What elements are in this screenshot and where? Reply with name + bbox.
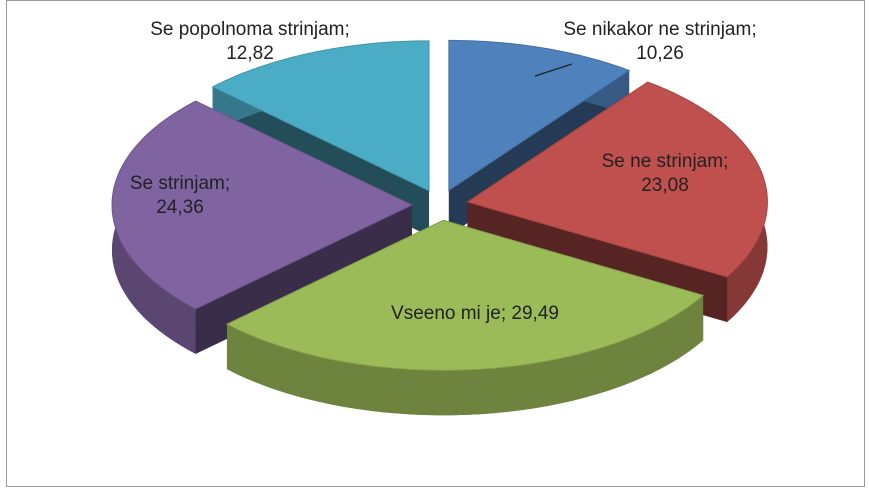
slice-top	[111, 100, 414, 310]
slice-top	[225, 219, 705, 371]
label-separator: ;	[723, 151, 734, 172]
category-name: Se strinjam	[129, 173, 225, 194]
value-label: 24,36	[156, 197, 204, 218]
value-label: 12,82	[226, 43, 274, 64]
slice-top	[211, 40, 430, 192]
category-name: Se nikakor ne strinjam	[563, 19, 752, 40]
slice-top	[466, 81, 768, 278]
label-separator: ;	[344, 19, 356, 40]
label-separator: ;	[500, 303, 512, 324]
label-separator: ;	[224, 173, 236, 194]
data-label: Se popolnoma strinjam; 12,82	[150, 18, 350, 66]
value-label: 23,08	[641, 175, 689, 196]
data-label: Se nikakor ne strinjam; 10,26	[560, 18, 760, 66]
category-name: Vseeno mi je	[391, 303, 501, 324]
slice-side	[226, 295, 704, 416]
label-separator: ;	[751, 19, 762, 40]
data-label: Vseeno mi je; 29,49	[390, 302, 560, 326]
slice-top	[448, 39, 631, 192]
slices	[111, 39, 768, 416]
leader-line	[534, 63, 573, 77]
category-name: Se popolnoma strinjam	[150, 19, 345, 40]
value-label: 10,26	[636, 43, 684, 64]
data-label: Se strinjam; 24,36	[110, 172, 250, 220]
category-name: Se ne strinjam	[601, 151, 724, 172]
value-label: 29,49	[511, 303, 559, 324]
slice	[225, 219, 705, 416]
data-label: Se ne strinjam; 23,08	[580, 150, 750, 198]
